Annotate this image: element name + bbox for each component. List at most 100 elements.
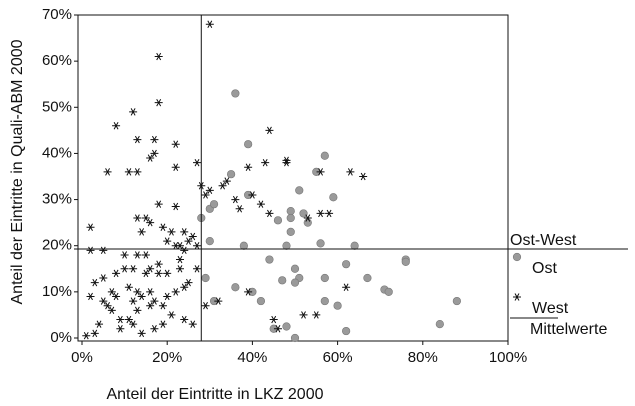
point <box>171 163 180 171</box>
point <box>303 214 312 222</box>
point <box>107 288 116 296</box>
point <box>175 265 184 273</box>
point <box>222 177 231 185</box>
point <box>205 186 214 195</box>
point <box>214 297 223 305</box>
point <box>171 288 180 296</box>
point <box>129 320 138 328</box>
x-tick-label: 80% <box>408 349 438 366</box>
point <box>290 264 300 273</box>
point <box>154 260 163 268</box>
legend-marker <box>512 252 522 262</box>
point <box>99 297 108 305</box>
point <box>201 191 210 199</box>
point <box>120 265 129 273</box>
point <box>320 296 329 306</box>
point <box>244 140 253 149</box>
point <box>146 265 155 273</box>
point <box>320 151 329 160</box>
y-tick-label: 50% <box>42 98 72 115</box>
point <box>205 20 214 28</box>
y-tick-label: 20% <box>42 237 72 254</box>
plot-frame <box>77 14 509 342</box>
y-tick-label: 0% <box>50 329 72 346</box>
point <box>303 218 312 227</box>
point <box>137 329 146 338</box>
point <box>320 273 329 283</box>
point <box>141 214 150 222</box>
point <box>286 227 295 236</box>
point <box>180 246 189 255</box>
point <box>163 269 172 278</box>
point <box>150 149 159 158</box>
point <box>286 207 295 216</box>
point <box>171 140 180 148</box>
point <box>333 301 342 310</box>
legend-marker <box>513 293 521 301</box>
point <box>184 237 193 245</box>
point <box>150 135 159 144</box>
point <box>346 168 355 176</box>
point <box>150 297 159 305</box>
point <box>133 251 142 259</box>
point <box>316 209 325 218</box>
point <box>316 168 325 176</box>
point <box>112 292 121 301</box>
x-tick-label: 100% <box>489 349 527 366</box>
point <box>107 306 116 315</box>
point <box>278 276 287 285</box>
point <box>116 325 125 333</box>
point <box>124 283 133 291</box>
point <box>231 195 240 204</box>
point <box>150 325 159 333</box>
point <box>163 292 172 301</box>
point <box>282 156 291 165</box>
point <box>146 154 155 162</box>
point <box>154 98 163 107</box>
point <box>184 278 193 287</box>
point <box>188 320 197 328</box>
point <box>171 241 180 250</box>
point <box>342 283 351 291</box>
y-tick-label: 10% <box>42 283 72 300</box>
x-tick-label: 60% <box>323 349 353 366</box>
point <box>133 288 142 296</box>
point <box>158 320 167 328</box>
point <box>154 52 163 61</box>
point <box>188 232 197 241</box>
point <box>316 239 325 248</box>
point <box>129 265 138 273</box>
point <box>124 315 133 324</box>
point <box>227 170 236 179</box>
point <box>256 200 265 208</box>
point <box>193 158 202 167</box>
legend-label: Ost <box>532 260 557 277</box>
point <box>265 126 274 135</box>
point <box>90 278 99 287</box>
point <box>286 213 295 223</box>
point <box>265 255 274 264</box>
point <box>129 297 138 305</box>
point <box>180 228 189 236</box>
point <box>82 331 91 340</box>
point <box>290 278 300 287</box>
point <box>363 273 372 283</box>
point <box>201 301 210 310</box>
point <box>256 296 266 306</box>
point <box>261 158 270 167</box>
point <box>359 172 368 181</box>
point <box>103 168 112 176</box>
point <box>299 311 308 319</box>
point <box>99 246 108 255</box>
point <box>435 320 444 329</box>
point <box>342 326 351 336</box>
point <box>290 333 300 343</box>
legend-label: Mittelwerte <box>530 321 607 338</box>
point <box>99 274 108 282</box>
x-axis-label: Anteil der Eintritte in LKZ 2000 <box>106 386 323 403</box>
point <box>146 218 155 227</box>
point <box>218 182 227 190</box>
y-tick-label: 40% <box>42 144 72 161</box>
y-tick-label: 60% <box>42 52 72 69</box>
point <box>244 288 253 296</box>
